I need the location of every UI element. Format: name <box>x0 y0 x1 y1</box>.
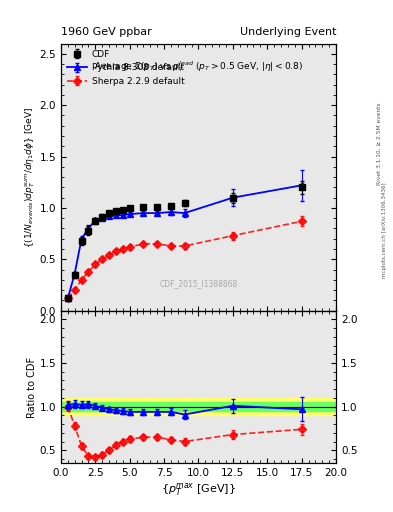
Text: CDF_2015_I1388868: CDF_2015_I1388868 <box>159 280 238 288</box>
X-axis label: $\{p_T^{max}$ [GeV]$\}$: $\{p_T^{max}$ [GeV]$\}$ <box>161 481 236 498</box>
Y-axis label: $\{(1/N_{events}) dp_T^{sum}/d\eta_1 d\phi\}$ [GeV]: $\{(1/N_{events}) dp_T^{sum}/d\eta_1 d\p… <box>23 106 37 248</box>
Legend: CDF, Pythia 8.308 default, Sherpa 2.2.9 default: CDF, Pythia 8.308 default, Sherpa 2.2.9 … <box>64 47 187 89</box>
Text: Underlying Event: Underlying Event <box>239 27 336 37</box>
Y-axis label: Ratio to CDF: Ratio to CDF <box>27 356 37 418</box>
Text: mcplots.cern.ch [arXiv:1306.3436]: mcplots.cern.ch [arXiv:1306.3436] <box>382 183 387 278</box>
Bar <box>61 402 336 411</box>
Text: Average $\Sigma(p_T)$ vs $p_T^{lead}$ ($p_T > 0.5$ GeV, $|\eta| < 0.8$): Average $\Sigma(p_T)$ vs $p_T^{lead}$ ($… <box>94 59 303 74</box>
Text: Rivet 3.1.10, ≥ 2.5M events: Rivet 3.1.10, ≥ 2.5M events <box>377 102 382 185</box>
Text: 1960 GeV ppbar: 1960 GeV ppbar <box>61 27 152 37</box>
Bar <box>61 398 336 415</box>
